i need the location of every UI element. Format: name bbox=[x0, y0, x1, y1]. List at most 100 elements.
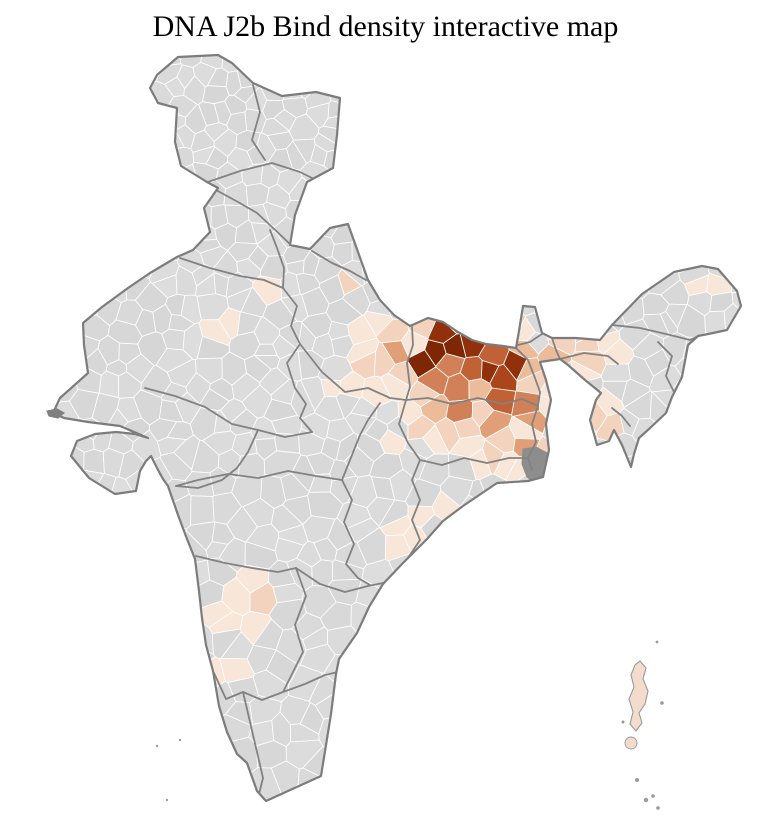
district-shape[interactable] bbox=[190, 495, 215, 526]
district-shape[interactable] bbox=[1, 306, 77, 354]
district-shape[interactable] bbox=[370, 591, 431, 629]
district-shape[interactable] bbox=[520, 475, 611, 560]
district-shape[interactable] bbox=[282, 82, 304, 100]
district-shape[interactable] bbox=[20, 469, 105, 553]
district-shape[interactable] bbox=[171, 163, 199, 209]
district-shape[interactable] bbox=[437, 517, 526, 608]
district-shape[interactable] bbox=[698, 332, 771, 415]
district-shape[interactable] bbox=[418, 544, 506, 633]
district-shape[interactable] bbox=[157, 775, 261, 815]
district-shape[interactable] bbox=[477, 497, 555, 582]
district-shape[interactable] bbox=[110, 585, 202, 645]
district-shape[interactable] bbox=[46, 495, 139, 573]
district-shape[interactable] bbox=[320, 378, 341, 398]
district-shape[interactable] bbox=[117, 635, 216, 702]
district-shape[interactable] bbox=[354, 631, 447, 689]
district-shape[interactable] bbox=[655, 417, 736, 502]
district-shape[interactable] bbox=[330, 184, 408, 227]
island-dot[interactable] bbox=[178, 738, 182, 742]
district-shape[interactable] bbox=[104, 108, 170, 167]
district-shape[interactable] bbox=[671, 376, 749, 440]
island-dot[interactable] bbox=[165, 798, 169, 802]
district-shape[interactable] bbox=[561, 433, 599, 480]
district-shape[interactable] bbox=[342, 47, 412, 138]
district-shape[interactable] bbox=[347, 646, 441, 704]
district-shape[interactable] bbox=[731, 292, 771, 364]
district-shape[interactable] bbox=[600, 363, 631, 382]
district-shape[interactable] bbox=[96, 183, 168, 262]
district-shape[interactable] bbox=[63, 473, 117, 547]
district-shape[interactable] bbox=[0, 407, 66, 485]
district-shape[interactable] bbox=[396, 233, 443, 309]
district-shape[interactable] bbox=[674, 357, 721, 387]
district-shape[interactable] bbox=[558, 454, 697, 541]
island-dot[interactable] bbox=[660, 701, 664, 705]
district-shape[interactable] bbox=[117, 159, 186, 210]
district-shape[interactable] bbox=[126, 496, 174, 540]
island-dot[interactable] bbox=[635, 778, 639, 782]
district-shape[interactable] bbox=[113, 231, 141, 281]
district-shape[interactable] bbox=[107, 216, 159, 280]
district-shape[interactable] bbox=[572, 293, 595, 344]
district-shape[interactable] bbox=[83, 448, 105, 475]
district-shape[interactable] bbox=[384, 250, 415, 301]
district-shape[interactable] bbox=[305, 187, 335, 215]
island-dot[interactable] bbox=[656, 806, 660, 810]
district-shape[interactable] bbox=[88, 76, 157, 159]
district-shape[interactable] bbox=[356, 177, 432, 257]
district-shape[interactable] bbox=[103, 523, 187, 571]
district-shape[interactable] bbox=[323, 37, 393, 105]
district-shape[interactable] bbox=[550, 396, 580, 425]
island-dot[interactable] bbox=[651, 794, 655, 798]
district-shape[interactable] bbox=[674, 189, 732, 266]
district-shape[interactable] bbox=[126, 701, 222, 753]
district-shape[interactable] bbox=[731, 236, 771, 294]
district-shape[interactable] bbox=[166, 493, 192, 530]
district-shape[interactable] bbox=[574, 333, 600, 353]
district-shape[interactable] bbox=[434, 242, 478, 319]
island-shape[interactable] bbox=[46, 408, 65, 419]
district-shape[interactable] bbox=[573, 217, 651, 300]
district-shape[interactable] bbox=[577, 438, 624, 502]
district-shape[interactable] bbox=[338, 673, 432, 721]
district-shape[interactable] bbox=[326, 742, 428, 793]
district-shape[interactable] bbox=[9, 351, 72, 379]
island-dot[interactable] bbox=[643, 797, 649, 803]
district-shape[interactable] bbox=[545, 306, 575, 342]
district-shape[interactable] bbox=[727, 208, 771, 286]
district-shape[interactable] bbox=[318, 713, 352, 749]
district-shape[interactable] bbox=[462, 295, 496, 340]
district-shape[interactable] bbox=[295, 220, 319, 247]
district-shape[interactable] bbox=[33, 233, 109, 305]
district-shape[interactable] bbox=[69, 290, 99, 316]
district-shape[interactable] bbox=[237, 452, 266, 478]
district-shape[interactable] bbox=[128, 681, 218, 708]
district-shape[interactable] bbox=[559, 230, 640, 305]
district-shape[interactable] bbox=[99, 555, 187, 618]
district-shape[interactable] bbox=[124, 146, 195, 168]
island-dot[interactable] bbox=[655, 640, 659, 644]
district-shape[interactable] bbox=[338, 115, 404, 147]
district-shape[interactable] bbox=[338, 712, 429, 753]
island-dot[interactable] bbox=[624, 736, 638, 750]
district-shape[interactable] bbox=[412, 260, 442, 321]
district-shape[interactable] bbox=[51, 321, 85, 340]
district-shape[interactable] bbox=[50, 211, 122, 287]
district-shape[interactable] bbox=[221, 43, 245, 73]
district-shape[interactable] bbox=[181, 180, 212, 205]
island-dot[interactable] bbox=[155, 744, 159, 748]
island-dot[interactable] bbox=[621, 720, 625, 724]
district-shape[interactable] bbox=[403, 562, 497, 650]
district-shape[interactable] bbox=[228, 797, 347, 815]
district-shape[interactable] bbox=[516, 236, 572, 317]
district-shape[interactable] bbox=[365, 613, 453, 663]
district-shape[interactable] bbox=[712, 196, 771, 266]
island-shape[interactable] bbox=[628, 660, 649, 732]
district-shape[interactable] bbox=[167, 208, 196, 255]
district-shape[interactable] bbox=[322, 767, 420, 815]
district-shape[interactable] bbox=[302, 199, 323, 223]
district-shape[interactable] bbox=[464, 231, 538, 307]
district-shape[interactable] bbox=[533, 243, 589, 320]
